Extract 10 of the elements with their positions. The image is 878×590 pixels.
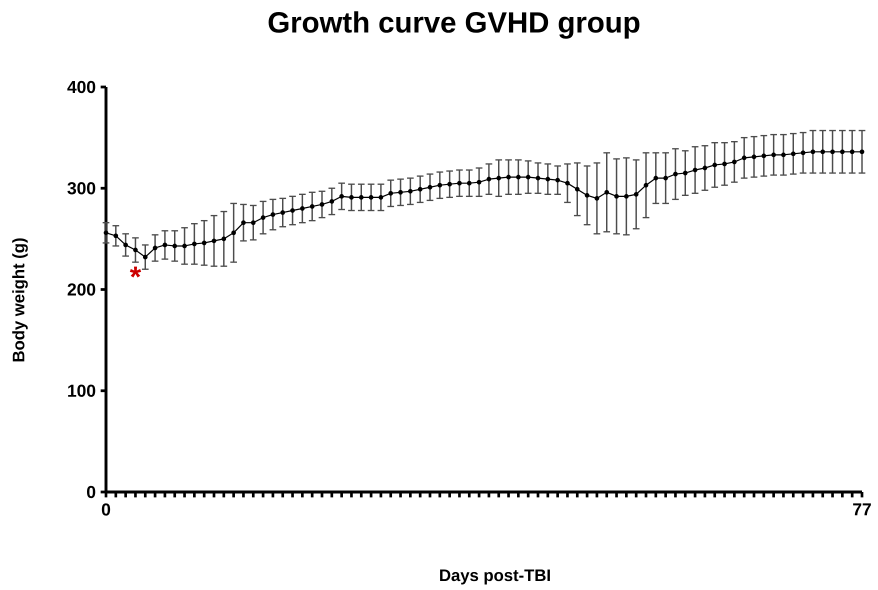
y-tick-label: 300 bbox=[67, 182, 96, 194]
x-axis-title: Days post-TBI bbox=[440, 570, 550, 584]
chart-title: Growth curve GVHD group bbox=[268, 11, 640, 39]
y-axis-title: Body weight (g) bbox=[12, 238, 28, 362]
y-tick-label: 0 bbox=[87, 486, 96, 498]
y-tick-label: 200 bbox=[68, 283, 96, 296]
y-tick-label: 400 bbox=[67, 80, 96, 94]
annotation: * bbox=[130, 266, 142, 278]
y-tick-label: 100 bbox=[68, 384, 96, 397]
x-tick-label: 77 bbox=[853, 503, 871, 516]
